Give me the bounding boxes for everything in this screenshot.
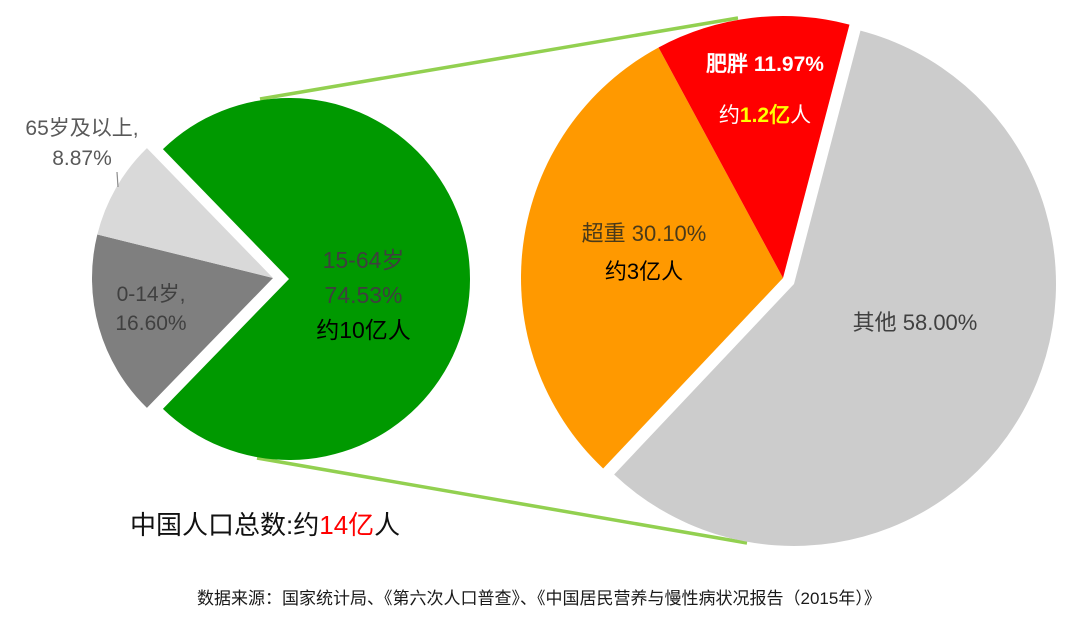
total-suffix: 人 xyxy=(374,510,401,540)
slice-obese[interactable] xyxy=(658,16,850,278)
label-obese-note-prefix: 约 xyxy=(718,104,740,127)
connector-line-bottom xyxy=(256,456,748,545)
leader-line-age-65 xyxy=(116,171,119,188)
weight-status-pie xyxy=(521,16,1057,547)
slice-age-65-plus[interactable] xyxy=(97,148,273,278)
label-overweight: 超重 30.10% 约3亿人 xyxy=(554,215,734,291)
label-obese-pct: 肥胖 11.97% xyxy=(706,53,824,76)
slice-other[interactable] xyxy=(614,30,1057,547)
label-age-0-14: 0-14岁, 16.60% xyxy=(100,280,202,338)
label-age-65-plus: 65岁及以上, 8.87% xyxy=(7,114,157,174)
label-overweight-pct: 超重 30.10% xyxy=(581,221,707,246)
total-prefix: 中国人口总数:约 xyxy=(130,510,320,540)
total-highlight: 14亿 xyxy=(319,510,375,540)
label-age-0-14-name: 0-14岁, xyxy=(116,283,186,306)
slice-age-0-14[interactable] xyxy=(92,234,274,408)
label-overweight-note: 约3亿人 xyxy=(604,259,684,284)
label-obese: 肥胖 11.97% 约1.2亿人 xyxy=(680,50,850,131)
total-population-caption: 中国人口总数:约14亿人 xyxy=(130,508,400,542)
slice-age-15-64[interactable] xyxy=(162,97,471,461)
label-obese-note-highlight: 1.2亿 xyxy=(739,104,791,127)
slice-overweight[interactable] xyxy=(521,47,783,469)
label-other-pct: 其他 58.00% xyxy=(852,310,978,335)
label-age-65-pct: 8.87% xyxy=(52,147,112,170)
label-age-0-14-pct: 16.60% xyxy=(115,312,187,335)
label-obese-note: 约1.2亿人 xyxy=(680,101,850,131)
label-age-65-name: 65岁及以上, xyxy=(25,117,139,140)
label-other: 其他 58.00% xyxy=(825,308,1005,338)
label-obese-note-suffix: 人 xyxy=(790,104,812,127)
label-age-15-64: 15-64岁 74.53% 约10亿人 xyxy=(296,243,431,348)
connector-line-top xyxy=(259,16,739,101)
population-age-pie xyxy=(92,97,471,461)
label-age-15-64-pct: 74.53% xyxy=(324,282,403,308)
data-source-note: 数据来源：国家统计局、《第六次人口普查》、《中国居民营养与慢性病状况报告（201… xyxy=(197,589,881,608)
label-age-15-64-note: 约10亿人 xyxy=(316,317,411,343)
label-age-15-64-name: 15-64岁 xyxy=(322,247,405,273)
